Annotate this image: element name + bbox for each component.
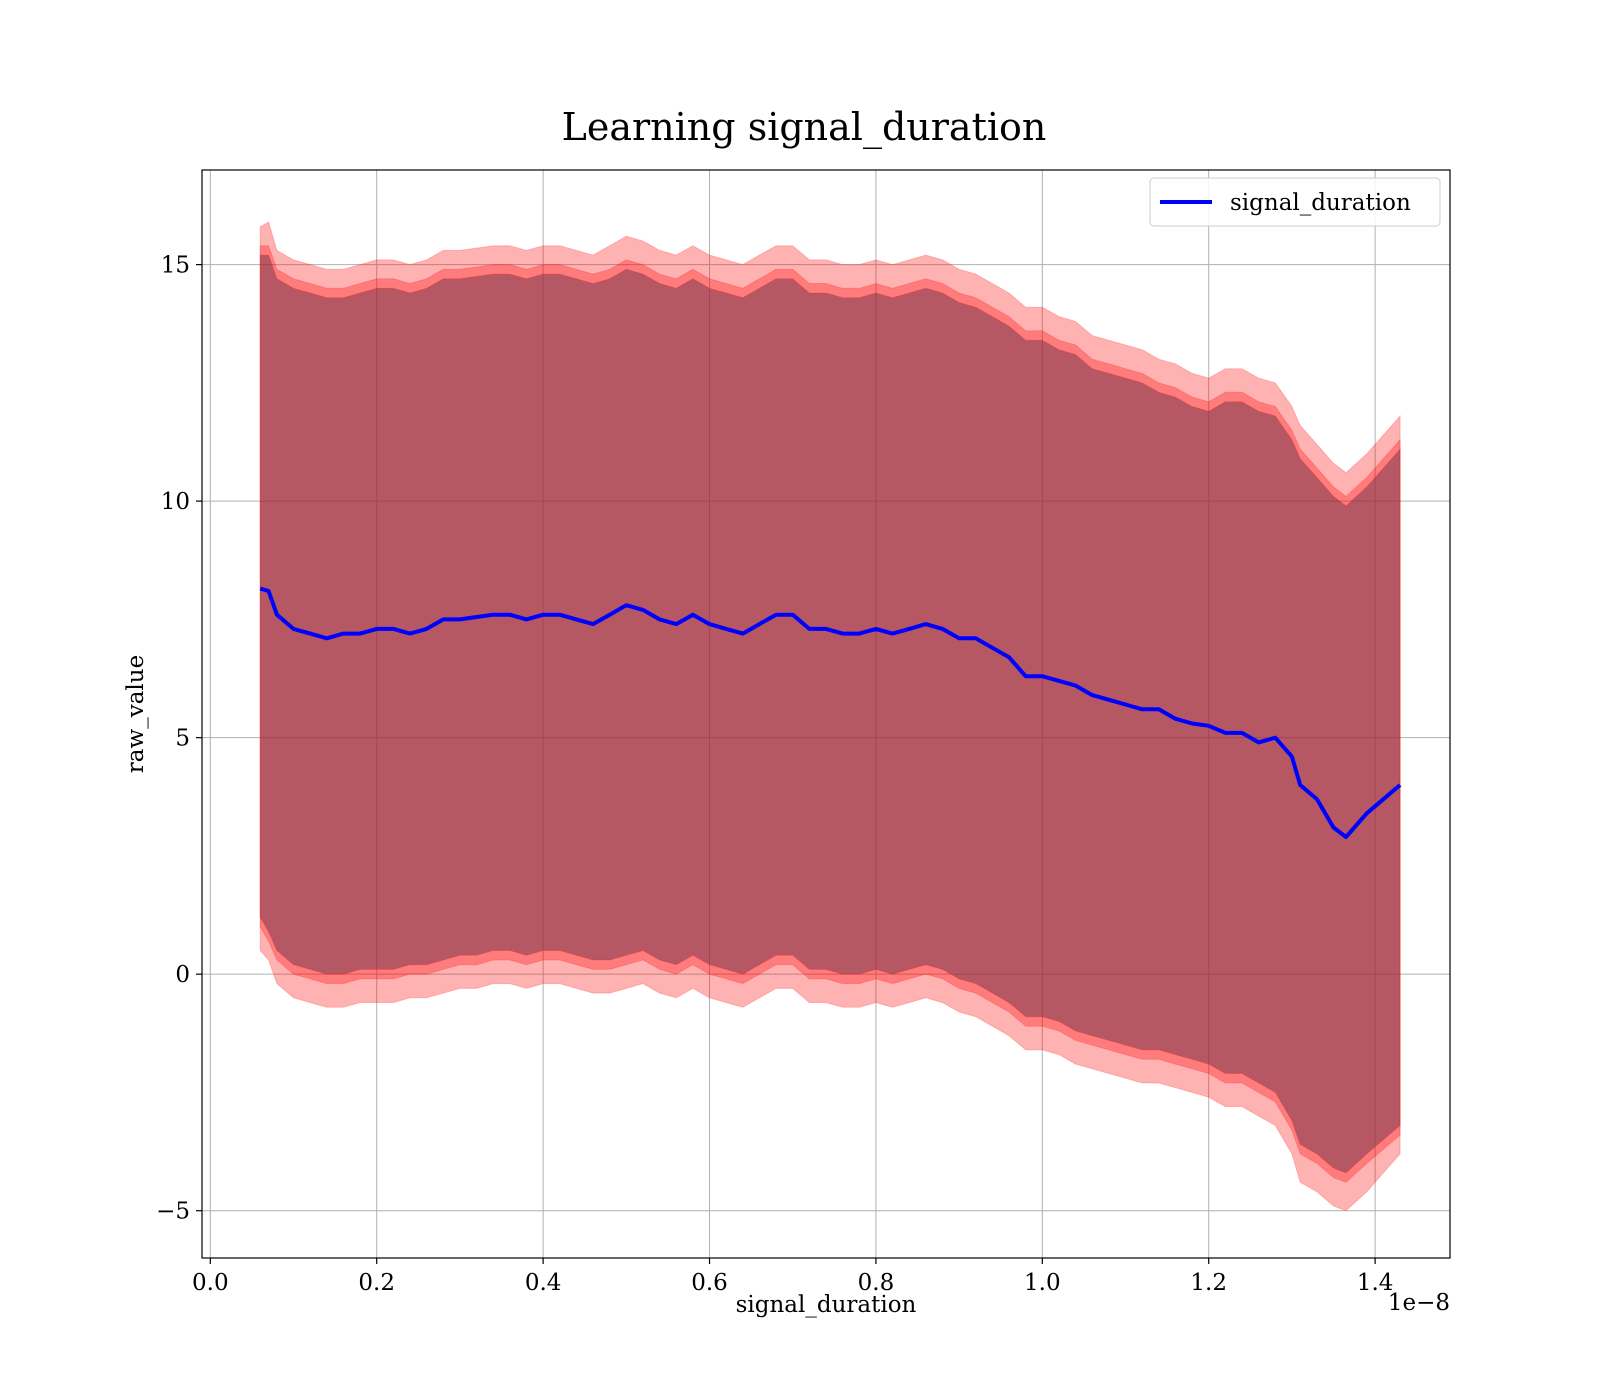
y-tick-label-1: 0 — [175, 962, 190, 988]
x-tick-label-5: 1.0 — [1024, 1270, 1061, 1296]
series-line-0 — [259, 586, 1402, 839]
x-tick-label-6: 1.2 — [1190, 1270, 1227, 1296]
legend-box — [1149, 177, 1441, 227]
x-tick-label-3: 0.6 — [691, 1270, 728, 1296]
y-tick-label-0: −5 — [156, 1199, 190, 1225]
confidence-bands — [259, 221, 1401, 1212]
y-axis-label: raw_value — [123, 655, 149, 773]
legend-label-signal-duration: signal_duration — [1230, 190, 1411, 216]
y-tick-label-4: 15 — [161, 253, 190, 279]
chart-title: Learning signal_duration — [562, 105, 1047, 150]
x-tick-label-1: 0.2 — [358, 1270, 395, 1296]
x-tick-label-0: 0.0 — [192, 1270, 229, 1296]
x-tick-label-2: 0.4 — [525, 1270, 562, 1296]
x-axis-offset-text: 1e−8 — [1388, 1290, 1450, 1316]
legend: signal_duration — [1149, 177, 1441, 227]
x-tick-label-4: 0.8 — [858, 1270, 895, 1296]
y-axis-ticks: −5 0 5 10 15 — [156, 253, 202, 1225]
band-2 — [259, 254, 1401, 1174]
x-axis-label: signal_duration — [736, 1292, 917, 1318]
plot-frame — [201, 169, 1451, 1259]
y-tick-label-3: 10 — [161, 489, 190, 515]
y-tick-label-2: 5 — [175, 726, 190, 752]
x-tick-label-7: 1.4 — [1357, 1270, 1394, 1296]
series-lines — [259, 586, 1402, 839]
x-axis-ticks: 0.0 0.2 0.4 0.6 0.8 1.0 1.2 1.4 — [192, 1258, 1393, 1296]
